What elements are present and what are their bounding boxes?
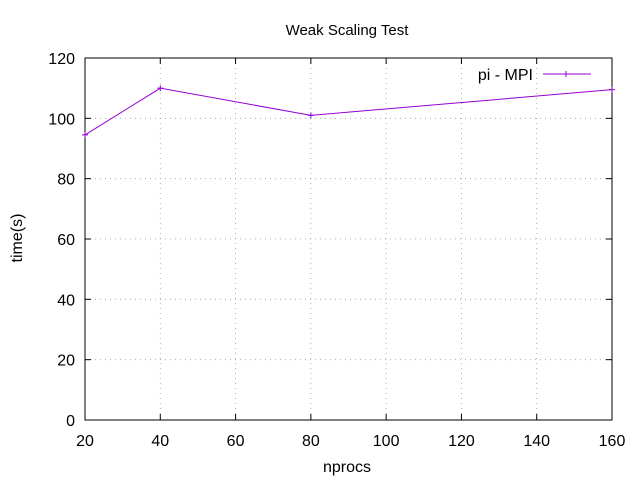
- x-tick-label: 20: [76, 433, 94, 450]
- legend-marker-pi-mpi: [563, 71, 569, 77]
- y-tick-label: 40: [57, 292, 75, 309]
- x-tick-label: 140: [523, 433, 550, 450]
- x-tick-label: 100: [373, 433, 400, 450]
- x-tick-label: 40: [151, 433, 169, 450]
- series-line-pi-mpi: [84, 87, 613, 136]
- data-point-marker: [307, 112, 314, 119]
- y-tick-label: 20: [57, 353, 75, 370]
- y-axis-label: time(s): [9, 214, 26, 263]
- data-point-marker: [609, 86, 615, 93]
- y-tick-label: 60: [57, 232, 75, 249]
- x-tick-label: 80: [302, 433, 320, 450]
- y-tick-label: 0: [66, 413, 75, 430]
- grid: [85, 58, 612, 420]
- y-tick-label: 80: [57, 172, 75, 189]
- x-tick-label: 160: [599, 433, 626, 450]
- data-point-marker: [157, 85, 164, 92]
- data-point-marker: [82, 131, 88, 138]
- series-layer: [82, 85, 615, 138]
- chart-title: Weak Scaling Test: [286, 22, 410, 39]
- legend-label-pi-mpi: pi - MPI: [478, 67, 533, 84]
- legend: pi - MPI: [478, 67, 591, 84]
- x-tick-label: 60: [227, 433, 245, 450]
- y-tick-label: 120: [48, 51, 75, 68]
- x-tick-label: 120: [448, 433, 475, 450]
- y-tick-label: 100: [48, 111, 75, 128]
- x-axis-label: nprocs: [323, 459, 371, 476]
